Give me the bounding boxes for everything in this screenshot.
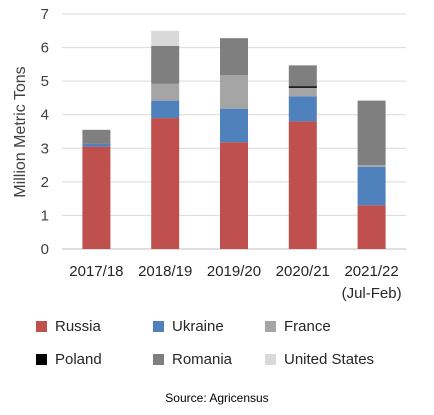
bar-segment-romania-0 (82, 129, 111, 144)
legend-swatch-russia (36, 321, 47, 332)
stacked-bar-chart: 0 1 2 3 4 5 6 7 2017/18 2018/19 2019/20 2020/21 202… (41, 6, 406, 302)
legend-item-united-states: United States (265, 351, 374, 368)
bar-segment-russia-3 (288, 121, 317, 249)
y-axis-title-wrap: Million Metric Tons (9, 57, 33, 207)
legend-swatch-romania (153, 354, 164, 365)
x-tick-label: 2021/22 (344, 263, 398, 280)
legend-swatch-france (265, 321, 276, 332)
bar-segment-romania-3 (288, 65, 317, 87)
y-tick-label: 5 (41, 73, 49, 90)
legend-item-poland: Poland (36, 351, 102, 368)
y-tick-label: 6 (41, 40, 49, 57)
x-tick-labels: 2017/18 2018/19 2019/20 2020/21 2021/22 (Jul-… (69, 263, 401, 302)
legend-label-russia: Russia (55, 318, 101, 335)
source-note: Source: Agricensus (165, 391, 269, 405)
bar-segment-france-4 (357, 165, 386, 167)
legend-item-russia: Russia (36, 318, 101, 335)
bar-segment-ukraine-2 (220, 108, 248, 143)
x-tick-label: 2018/19 (138, 263, 192, 280)
x-tick-label: 2020/21 (276, 263, 330, 280)
legend-swatch-ukraine (153, 321, 164, 332)
bar-segment-russia-4 (357, 205, 386, 249)
y-axis-title: Million Metric Tons (12, 66, 29, 198)
legend-label-ukraine: Ukraine (172, 318, 224, 335)
bar-segment-france-2 (220, 75, 248, 109)
bar-segment-ukraine-0 (82, 143, 111, 147)
y-tick-label: 7 (41, 6, 49, 23)
x-tick-sublabel: (Jul-Feb) (342, 285, 402, 302)
bar-segment-ukraine-1 (151, 100, 180, 119)
y-tick-label: 1 (41, 207, 49, 224)
bar-segment-poland-3 (288, 86, 317, 88)
legend-label-poland: Poland (55, 351, 102, 368)
bar-segment-russia-0 (82, 146, 111, 249)
bar-segment-russia-1 (151, 118, 180, 249)
legend-label-united-states: United States (284, 351, 375, 368)
x-tick-label: 2017/18 (69, 263, 123, 280)
bar-segment-russia-2 (220, 142, 248, 249)
bar-segment-ukraine-3 (288, 96, 317, 122)
legend-swatch-united-states (265, 354, 276, 365)
bar-segment-united-states-1 (151, 30, 180, 46)
legend-label-france: France (284, 318, 331, 335)
legend-item-romania: Romania (153, 351, 232, 368)
y-tick-label: 4 (41, 107, 49, 124)
legend-item-france: France (265, 318, 331, 335)
legend-label-romania: Romania (172, 351, 233, 368)
bar-segment-france-3 (288, 87, 317, 97)
bar-segment-romania-2 (220, 38, 248, 76)
legend-swatch-poland (36, 354, 47, 365)
y-tick-label: 3 (41, 140, 49, 157)
bar-segment-romania-4 (357, 100, 386, 166)
y-tick-label: 0 (41, 241, 49, 258)
x-tick-label: 2019/20 (207, 263, 261, 280)
bar-segment-romania-1 (151, 45, 180, 84)
y-tick-labels: 0 1 2 3 4 5 6 7 (41, 6, 49, 258)
bar-marks (82, 30, 386, 249)
bar-segment-ukraine-4 (357, 166, 386, 206)
bar-segment-france-1 (151, 83, 180, 101)
legend-item-ukraine: Ukraine (153, 318, 224, 335)
y-tick-label: 2 (41, 174, 49, 191)
